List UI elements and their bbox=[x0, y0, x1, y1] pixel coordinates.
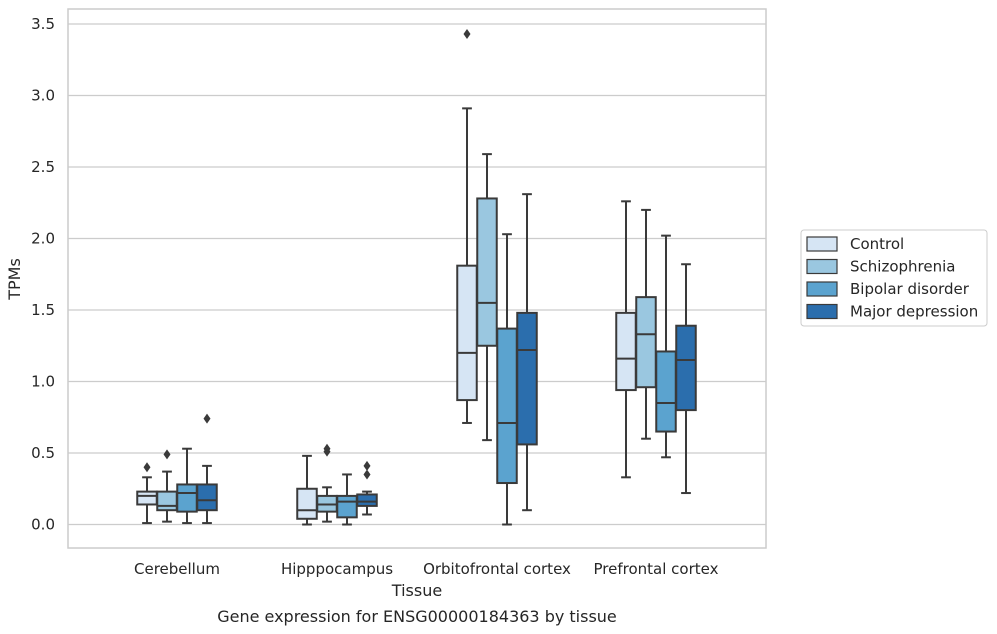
plot-area bbox=[67, 8, 767, 549]
box-body bbox=[615, 311, 637, 392]
outlier-point bbox=[143, 462, 151, 473]
legend-label: Bipolar disorder bbox=[850, 280, 970, 298]
series-major-depression bbox=[196, 193, 697, 525]
box-body bbox=[156, 490, 178, 512]
box bbox=[176, 447, 198, 525]
box bbox=[136, 462, 158, 525]
outlier-point bbox=[163, 449, 171, 460]
x-axis-ticks: Cerebellum Hipppocampus Orbitofrontal cort… bbox=[134, 560, 719, 578]
box bbox=[316, 443, 338, 523]
legend-label: Schizophrenia bbox=[850, 258, 955, 276]
legend-label: Control bbox=[850, 235, 904, 253]
box-body bbox=[516, 311, 538, 446]
outlier-point bbox=[323, 443, 331, 454]
box bbox=[356, 460, 378, 516]
outlier-point bbox=[203, 413, 211, 424]
legend-items: Control Schizophrenia Bipolar disorder Majo… bbox=[806, 235, 978, 321]
y-tick-label: 3.5 bbox=[31, 15, 55, 33]
series-bipolar-disorder bbox=[176, 233, 677, 526]
y-tick-label: 2.5 bbox=[31, 158, 55, 176]
legend-item: Major depression bbox=[806, 303, 978, 321]
y-tick-label: 0.5 bbox=[31, 444, 55, 462]
legend-swatch bbox=[806, 303, 838, 320]
box bbox=[296, 454, 318, 526]
legend-item: Control bbox=[806, 235, 904, 253]
series-schizophrenia bbox=[156, 153, 657, 523]
legend-swatch bbox=[806, 258, 838, 275]
legend-item: Schizophrenia bbox=[806, 258, 955, 276]
chart-caption: Gene expression for ENSG00000184363 by t… bbox=[217, 607, 617, 626]
box-body bbox=[635, 296, 657, 389]
box bbox=[615, 200, 637, 479]
series-control bbox=[136, 29, 637, 526]
box bbox=[635, 208, 657, 440]
box-body bbox=[296, 487, 318, 520]
legend-swatch bbox=[806, 281, 838, 297]
legend: Control Schizophrenia Bipolar disorder Majo… bbox=[800, 229, 988, 327]
outlier-point bbox=[363, 469, 371, 480]
y-tick-label: 3.0 bbox=[31, 87, 55, 105]
x-tick-label: Orbitofrontal cortex bbox=[423, 560, 571, 578]
y-tick-label: 1.5 bbox=[31, 301, 55, 319]
box-body bbox=[196, 483, 218, 512]
legend-swatch bbox=[806, 236, 838, 252]
x-tick-label: Prefrontal cortex bbox=[594, 560, 719, 578]
box-plot-series bbox=[136, 29, 697, 526]
y-axis-label: TPMs bbox=[5, 258, 24, 301]
x-axis-label: Tissue bbox=[391, 581, 442, 600]
box-body bbox=[496, 327, 518, 485]
box-body bbox=[136, 490, 158, 506]
legend-frame bbox=[800, 229, 988, 327]
box-body bbox=[655, 350, 677, 433]
box bbox=[675, 263, 697, 495]
x-tick-label: Hipppocampus bbox=[281, 560, 393, 578]
gridlines bbox=[68, 23, 766, 526]
y-axis-ticks: 0.0 0.5 1.0 1.5 2.0 2.5 3.0 3.5 bbox=[31, 15, 55, 534]
box-body bbox=[336, 494, 358, 519]
outlier-point bbox=[463, 29, 471, 40]
box bbox=[496, 233, 518, 526]
box-body bbox=[675, 324, 697, 412]
box bbox=[476, 153, 498, 442]
box-body bbox=[356, 493, 378, 507]
box-body bbox=[476, 197, 498, 347]
y-tick-label: 1.0 bbox=[31, 373, 55, 391]
y-tick-label: 0.0 bbox=[31, 516, 55, 534]
x-tick-label: Cerebellum bbox=[134, 560, 220, 578]
box bbox=[655, 234, 677, 459]
box bbox=[196, 413, 218, 525]
y-tick-label: 2.0 bbox=[31, 230, 55, 248]
legend-item: Bipolar disorder bbox=[806, 280, 970, 298]
box-body bbox=[176, 483, 198, 513]
box bbox=[456, 29, 478, 424]
box bbox=[516, 193, 538, 512]
legend-label: Major depression bbox=[850, 303, 978, 321]
box-body bbox=[456, 264, 478, 402]
outlier-point bbox=[363, 460, 371, 471]
